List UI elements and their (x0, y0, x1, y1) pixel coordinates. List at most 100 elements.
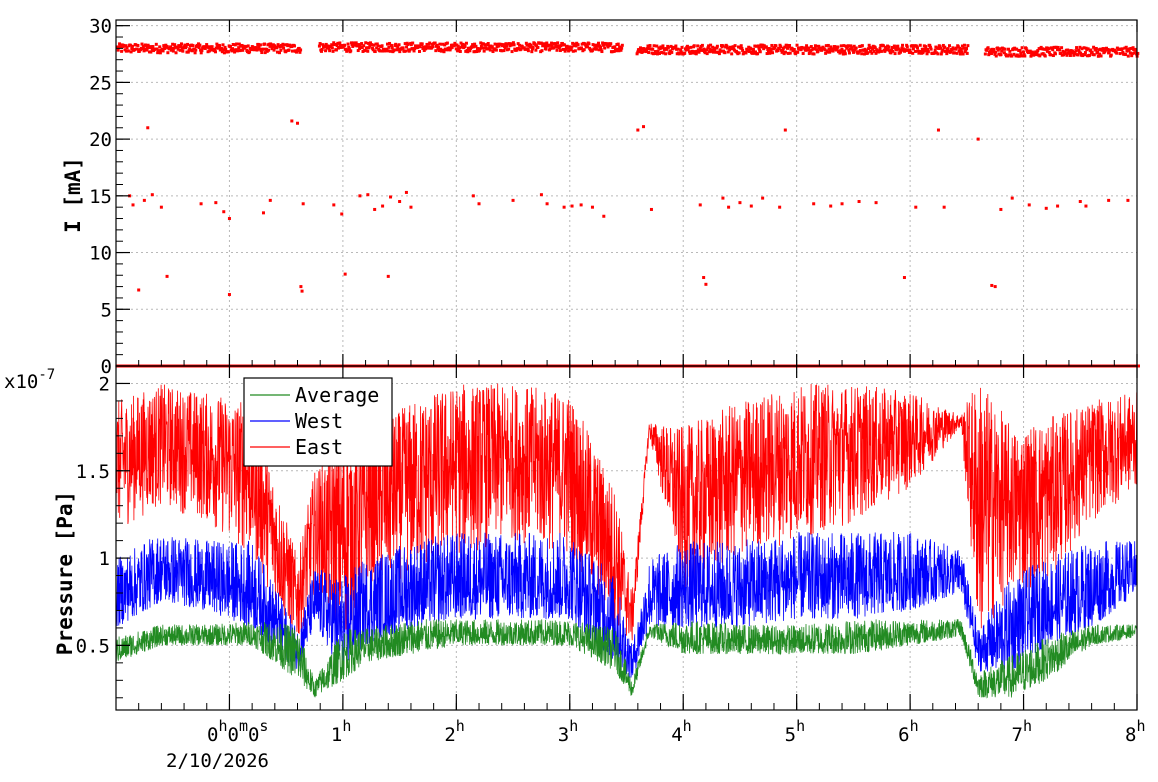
current-band-point (445, 41, 449, 45)
current-band-point (397, 43, 401, 47)
current-band-point (1118, 52, 1122, 56)
current-band-point (962, 43, 966, 47)
current-band-point (205, 43, 209, 47)
current-scatter-point (477, 202, 481, 206)
current-band-point (372, 43, 376, 47)
current-band-point (841, 52, 845, 56)
current-band-point (345, 48, 349, 52)
current-band-point (375, 46, 379, 50)
legend-box (243, 377, 393, 467)
current-band-point (860, 52, 864, 56)
current-band-point (135, 47, 139, 51)
current-scatter-point (1084, 204, 1088, 208)
current-band-point (457, 47, 461, 51)
current-band-point (466, 50, 470, 54)
current-band-point (338, 41, 342, 45)
current-band-point (616, 47, 620, 51)
current-band-point (635, 52, 639, 56)
current-band-point (287, 48, 291, 52)
current-band-point (986, 46, 990, 50)
current-band-point (460, 45, 464, 49)
current-band-point (674, 44, 678, 48)
current-band-point (196, 44, 200, 48)
current-band-point (823, 48, 827, 52)
current-band-point (843, 52, 847, 56)
current-band-point (181, 49, 185, 53)
current-band-point (1045, 49, 1049, 53)
x-origin-time-label: 0h0m0s (207, 717, 268, 746)
current-band-point (387, 45, 391, 49)
current-band-point (425, 42, 429, 46)
current-band-point (134, 43, 138, 47)
current-band-point (754, 50, 758, 54)
current-band-point (179, 44, 183, 48)
current-band-point (913, 49, 917, 53)
current-band-point (693, 50, 697, 54)
current-band-point (920, 47, 924, 51)
current-band-point (994, 54, 998, 58)
current-scatter-point (857, 200, 861, 204)
current-band-point (394, 44, 398, 48)
current-band-point (473, 42, 477, 46)
current-band-point (768, 51, 772, 55)
current-band-point (686, 48, 690, 52)
current-band-point (1000, 49, 1004, 53)
current-band-point (1096, 50, 1100, 54)
current-band-point (458, 46, 462, 50)
current-band-point (1103, 49, 1107, 53)
x-tick-label: 5h (785, 717, 805, 746)
current-band-point (741, 48, 745, 52)
current-band-point (758, 50, 762, 54)
current-band-point (579, 46, 583, 50)
current-band-point (464, 41, 468, 45)
current-band-point (998, 47, 1002, 51)
current-band-point (594, 47, 598, 51)
current-band-point (653, 50, 657, 54)
current-band-point (1075, 46, 1079, 50)
current-band-point (585, 43, 589, 47)
current-band-point (670, 50, 674, 54)
current-band-point (118, 42, 122, 46)
current-band-point (1130, 52, 1134, 56)
current-band-point (1032, 52, 1036, 56)
current-scatter-point (778, 205, 782, 209)
current-scatter-point (1107, 198, 1111, 202)
current-band-point (711, 50, 715, 54)
current-band-point (450, 45, 454, 49)
current-scatter-point (914, 205, 918, 209)
current-scatter-point (301, 202, 305, 206)
current-band-point (664, 52, 668, 56)
current-band-point (1068, 51, 1072, 55)
current-scatter-point (976, 137, 980, 141)
legend-label-east: East (295, 435, 343, 459)
current-band-point (928, 43, 932, 47)
current-band-point (471, 45, 475, 49)
current-band-point (725, 44, 729, 48)
current-y-tick-label: 25 (89, 72, 112, 94)
current-band-point (214, 50, 218, 54)
current-band-point (816, 49, 820, 53)
current-band-point (715, 44, 719, 48)
current-scatter-point (300, 289, 304, 293)
current-band-point (482, 49, 486, 53)
current-band-point (597, 41, 601, 45)
current-band-point (1096, 54, 1100, 58)
current-band-point (126, 49, 130, 53)
x-tick-label: 1h (331, 717, 351, 746)
current-band-point (730, 52, 734, 56)
current-band-point (926, 47, 930, 51)
current-scatter-point (783, 128, 787, 132)
current-band-point (1131, 46, 1135, 50)
current-band-point (226, 50, 230, 54)
current-band-point (829, 45, 833, 49)
current-band-point (814, 44, 818, 48)
current-band-point (208, 45, 212, 49)
current-band-point (324, 49, 328, 53)
current-scatter-point (366, 193, 370, 197)
current-band-point (381, 49, 385, 53)
current-band-point (643, 48, 647, 52)
current-band-point (941, 43, 945, 47)
current-band-point (884, 45, 888, 49)
current-band-point (1077, 48, 1081, 52)
